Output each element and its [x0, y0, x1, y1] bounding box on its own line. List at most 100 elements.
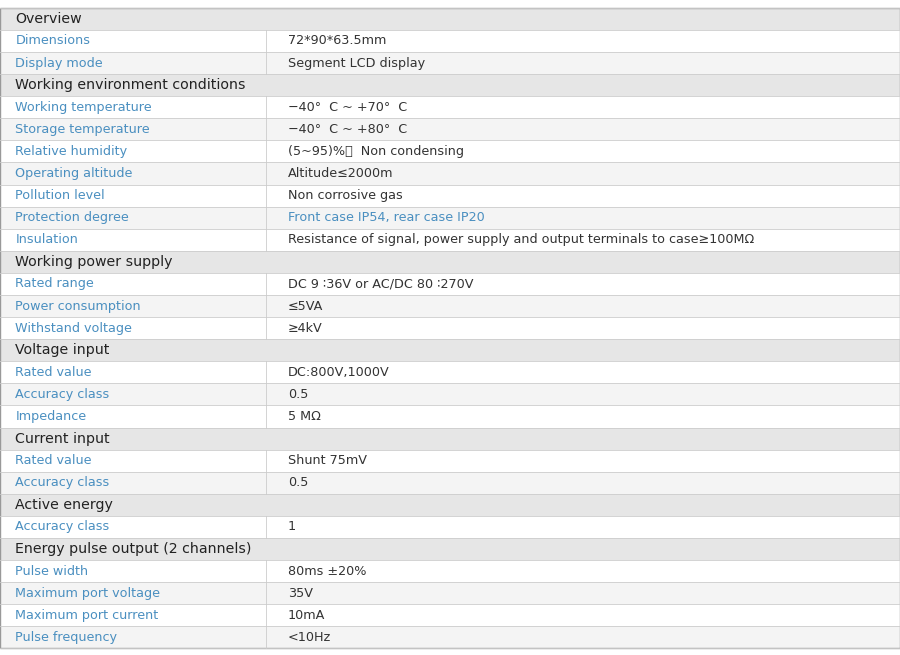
Text: DC 9 ∶36V or AC/DC 80 ∶270V: DC 9 ∶36V or AC/DC 80 ∶270V: [288, 278, 473, 290]
Text: −40°  C ~ +80°  C: −40° C ~ +80° C: [288, 123, 407, 136]
Bar: [0, 428, 900, 449]
Text: Display mode: Display mode: [15, 56, 103, 69]
Text: Accuracy class: Accuracy class: [15, 476, 110, 489]
Text: <10Hz: <10Hz: [288, 631, 331, 644]
Text: Working environment conditions: Working environment conditions: [15, 78, 246, 92]
Bar: [266, 449, 900, 472]
Bar: [0, 317, 266, 339]
Text: (5~95)%，  Non condensing: (5~95)%， Non condensing: [288, 145, 464, 158]
Bar: [0, 30, 266, 52]
Bar: [0, 560, 266, 582]
Bar: [0, 605, 266, 626]
Text: Energy pulse output (2 channels): Energy pulse output (2 channels): [15, 542, 252, 556]
Text: Working temperature: Working temperature: [15, 101, 152, 114]
Bar: [266, 162, 900, 185]
Text: 5 MΩ: 5 MΩ: [288, 410, 321, 423]
Bar: [266, 185, 900, 207]
Bar: [0, 74, 900, 96]
Text: 72*90*63.5mm: 72*90*63.5mm: [288, 35, 386, 48]
Bar: [0, 162, 266, 185]
Bar: [0, 229, 266, 251]
Bar: [0, 626, 266, 648]
Text: Dimensions: Dimensions: [15, 35, 90, 48]
Text: Non corrosive gas: Non corrosive gas: [288, 189, 403, 202]
Text: Voltage input: Voltage input: [15, 343, 110, 357]
Text: Accuracy class: Accuracy class: [15, 388, 110, 401]
Text: Impedance: Impedance: [15, 410, 86, 423]
Bar: [0, 295, 266, 317]
Bar: [0, 251, 900, 273]
Text: −40°  C ~ +70°  C: −40° C ~ +70° C: [288, 101, 407, 114]
Bar: [0, 362, 266, 383]
Text: ≤5VA: ≤5VA: [288, 299, 323, 312]
Bar: [266, 119, 900, 140]
Bar: [266, 405, 900, 428]
Text: Rated value: Rated value: [15, 454, 92, 467]
Bar: [0, 52, 266, 74]
Bar: [0, 119, 266, 140]
Bar: [0, 140, 266, 162]
Text: 35V: 35V: [288, 587, 313, 600]
Text: Shunt 75mV: Shunt 75mV: [288, 454, 367, 467]
Bar: [0, 582, 266, 605]
Text: Resistance of signal, power supply and output terminals to case≥100MΩ: Resistance of signal, power supply and o…: [288, 233, 754, 246]
Bar: [266, 582, 900, 605]
Bar: [0, 472, 266, 494]
Text: Protection degree: Protection degree: [15, 211, 129, 224]
Text: Maximum port current: Maximum port current: [15, 608, 158, 622]
Text: Maximum port voltage: Maximum port voltage: [15, 587, 160, 600]
Bar: [266, 626, 900, 648]
Bar: [266, 362, 900, 383]
Text: Operating altitude: Operating altitude: [15, 167, 132, 180]
Text: 10mA: 10mA: [288, 608, 326, 622]
Text: Rated range: Rated range: [15, 278, 94, 290]
Text: Current input: Current input: [15, 432, 110, 445]
Bar: [266, 229, 900, 251]
Text: 1: 1: [288, 521, 296, 533]
Text: Rated value: Rated value: [15, 366, 92, 379]
Bar: [266, 207, 900, 229]
Bar: [266, 96, 900, 119]
Text: Overview: Overview: [15, 12, 82, 26]
Text: Pulse width: Pulse width: [15, 565, 88, 578]
Bar: [0, 207, 266, 229]
Text: Insulation: Insulation: [15, 233, 78, 246]
Bar: [266, 295, 900, 317]
Text: Segment LCD display: Segment LCD display: [288, 56, 425, 69]
Text: Active energy: Active energy: [15, 498, 113, 512]
Bar: [266, 273, 900, 295]
Bar: [266, 140, 900, 162]
Bar: [266, 516, 900, 538]
Bar: [0, 405, 266, 428]
Text: ≥4kV: ≥4kV: [288, 322, 323, 335]
Bar: [0, 8, 900, 30]
Bar: [266, 605, 900, 626]
Text: 0.5: 0.5: [288, 476, 309, 489]
Bar: [266, 560, 900, 582]
Text: Pollution level: Pollution level: [15, 189, 105, 202]
Text: Power consumption: Power consumption: [15, 299, 141, 312]
Bar: [266, 317, 900, 339]
Bar: [0, 273, 266, 295]
Text: Altitude≤2000m: Altitude≤2000m: [288, 167, 393, 180]
Bar: [0, 494, 900, 516]
Bar: [0, 538, 900, 560]
Bar: [0, 339, 900, 362]
Bar: [266, 52, 900, 74]
Text: Working power supply: Working power supply: [15, 255, 173, 269]
Text: 80ms ±20%: 80ms ±20%: [288, 565, 366, 578]
Bar: [0, 516, 266, 538]
Text: DC:800V,1000V: DC:800V,1000V: [288, 366, 390, 379]
Text: Pulse frequency: Pulse frequency: [15, 631, 117, 644]
Text: Accuracy class: Accuracy class: [15, 521, 110, 533]
Bar: [266, 30, 900, 52]
Bar: [0, 383, 266, 405]
Bar: [0, 185, 266, 207]
Text: 0.5: 0.5: [288, 388, 309, 401]
Bar: [0, 449, 266, 472]
Text: Storage temperature: Storage temperature: [15, 123, 150, 136]
Text: Relative humidity: Relative humidity: [15, 145, 128, 158]
Bar: [0, 96, 266, 119]
Bar: [266, 472, 900, 494]
Text: Front case IP54, rear case IP20: Front case IP54, rear case IP20: [288, 211, 485, 224]
